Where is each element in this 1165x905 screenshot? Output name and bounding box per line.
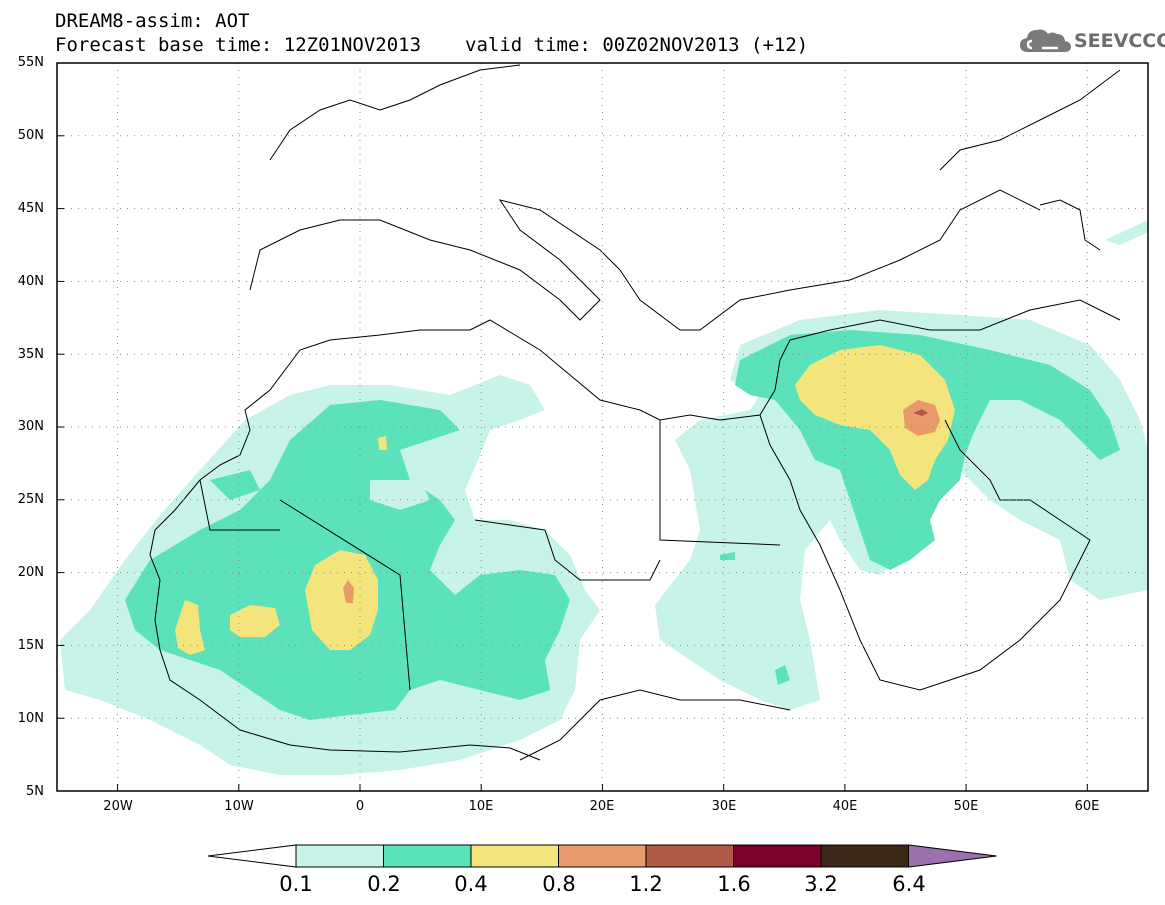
lat-label: 30N — [17, 419, 44, 434]
lon-label: 0 — [355, 799, 365, 814]
seevccc-logo: SEEVCCC — [1018, 26, 1165, 56]
colorbar-label: 1.6 — [717, 872, 751, 896]
lat-label: 5N — [26, 784, 44, 799]
colorbar-segment — [295, 844, 384, 868]
lon-label: 10W — [224, 799, 254, 814]
lon-label: 40E — [832, 799, 858, 814]
logo-text: SEEVCCC — [1074, 30, 1165, 52]
colorbar-label: 0.4 — [454, 872, 488, 896]
lon-label: 30E — [711, 799, 737, 814]
colorbar-arrow-low — [207, 844, 297, 868]
lon-label: 20W — [103, 799, 133, 814]
colorbar-segment — [645, 844, 734, 868]
aot-hole — [370, 480, 430, 510]
chart-subtitle: Forecast base time: 12Z01NOV2013 valid ti… — [55, 34, 808, 56]
colorbar-label: 3.2 — [804, 872, 838, 896]
aot-band-veryhigh — [343, 400, 940, 603]
cloud-icon — [1020, 29, 1071, 52]
lat-label: 35N — [17, 347, 44, 362]
lon-label: 10E — [468, 799, 494, 814]
map-frame — [56, 62, 1149, 792]
lat-label: 55N — [17, 55, 44, 70]
base-time: Forecast base time: 12Z01NOV2013 — [55, 34, 422, 56]
axis-ticks — [57, 135, 1088, 791]
valid-time: valid time: 00Z02NOV2013 (+12) — [465, 34, 809, 56]
lon-label: 50E — [953, 799, 979, 814]
lat-label: 15N — [17, 638, 44, 653]
colorbar-segment — [820, 844, 909, 868]
lon-label: 20E — [589, 799, 615, 814]
lat-label: 25N — [17, 492, 44, 507]
lat-label: 20N — [17, 565, 44, 580]
colorbar-label: 0.8 — [542, 872, 576, 896]
colorbar-label: 1.2 — [629, 872, 663, 896]
lon-label: 60E — [1074, 799, 1100, 814]
aot-band-extreme — [913, 409, 928, 416]
coastlines — [149, 64, 1121, 761]
colorbar-segment — [558, 844, 647, 868]
lat-label: 40N — [17, 274, 44, 289]
colorbar-segment — [470, 844, 559, 868]
lat-label: 10N — [17, 711, 44, 726]
lat-label: 50N — [17, 128, 44, 143]
colorbar-segment — [383, 844, 472, 868]
lat-label: 45N — [17, 201, 44, 216]
colorbar-segment — [733, 844, 822, 868]
colorbar-label: 0.1 — [279, 872, 313, 896]
graticule — [57, 63, 1148, 791]
colorbar-arrow-high — [908, 844, 997, 868]
colorbar-label: 6.4 — [892, 872, 926, 896]
chart-title: DREAM8-assim: AOT — [55, 10, 250, 32]
colorbar-label: 0.2 — [367, 872, 401, 896]
